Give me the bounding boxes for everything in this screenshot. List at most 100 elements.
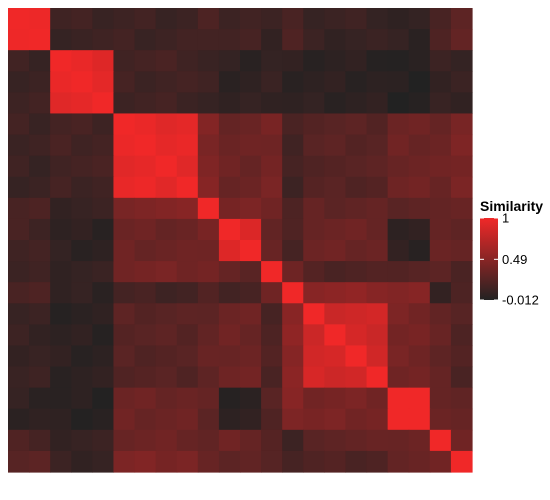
heatmap-cell — [450, 134, 473, 157]
heatmap-cell — [324, 303, 347, 325]
heatmap-cell — [282, 134, 304, 157]
heatmap-cell — [303, 113, 325, 136]
heatmap-cell — [303, 303, 325, 325]
heatmap-cell — [92, 387, 115, 410]
heatmap-cell — [218, 155, 241, 178]
heatmap-cell — [345, 71, 368, 93]
heatmap-cell — [408, 429, 431, 452]
heatmap-cell — [408, 71, 431, 93]
heatmap-cell — [429, 197, 452, 220]
heatmap-cell — [345, 50, 368, 72]
heatmap-cell — [261, 113, 283, 136]
heatmap-cell — [8, 345, 30, 368]
heatmap-cell — [155, 261, 178, 283]
heatmap-cell — [282, 240, 304, 262]
heatmap-cell — [176, 155, 199, 178]
heatmap-cell — [218, 8, 241, 30]
heatmap-cell — [366, 8, 389, 30]
heatmap-cell — [345, 197, 368, 220]
heatmap-cell — [240, 366, 262, 389]
heatmap-cell — [218, 113, 241, 136]
heatmap-cell — [450, 50, 473, 72]
heatmap-cell — [29, 345, 51, 368]
heatmap-cell — [387, 29, 410, 51]
heatmap-cell — [366, 218, 389, 241]
heatmap-cell — [261, 176, 283, 199]
heatmap-cell — [324, 408, 347, 431]
heatmap-cell — [197, 408, 220, 431]
heatmap-cell — [113, 261, 136, 283]
heatmap-cell — [29, 29, 51, 51]
heatmap-cell — [345, 92, 368, 115]
heatmap-cell — [240, 50, 262, 72]
heatmap-cell — [366, 450, 389, 473]
heatmap-cell — [450, 92, 473, 115]
heatmap-cell — [134, 29, 157, 51]
heatmap-cell — [176, 303, 199, 325]
heatmap-cell — [387, 450, 410, 473]
heatmap-cell — [408, 155, 431, 178]
heatmap-cell — [450, 155, 473, 178]
heatmap-cell — [155, 92, 178, 115]
heatmap-cell — [155, 218, 178, 241]
heatmap-cell — [155, 345, 178, 368]
heatmap-cell — [197, 50, 220, 72]
heatmap-cell — [303, 8, 325, 30]
heatmap-cell — [387, 366, 410, 389]
heatmap-cell — [29, 176, 51, 199]
heatmap-cell — [408, 113, 431, 136]
heatmap-cell — [134, 345, 157, 368]
heatmap-cell — [92, 8, 115, 30]
heatmap-cell — [8, 429, 30, 452]
heatmap-cell — [134, 429, 157, 452]
heatmap-cell — [8, 282, 30, 304]
heatmap-cell — [197, 240, 220, 262]
heatmap-cell — [345, 218, 368, 241]
heatmap-cell — [134, 92, 157, 115]
heatmap-cell — [176, 282, 199, 304]
heatmap-cell — [429, 366, 452, 389]
heatmap-cell — [429, 50, 452, 72]
heatmap-cell — [282, 387, 304, 410]
heatmap-cell — [324, 450, 347, 473]
heatmap-cell — [450, 113, 473, 136]
heatmap-cell — [134, 408, 157, 431]
heatmap-cell — [176, 176, 199, 199]
heatmap-cell — [366, 240, 389, 262]
heatmap-cell — [92, 50, 115, 72]
heatmap-cell — [366, 176, 389, 199]
heatmap-cell — [8, 50, 30, 72]
heatmap-cell — [387, 92, 410, 115]
heatmap-cell — [429, 155, 452, 178]
heatmap-cell — [92, 324, 115, 347]
heatmap-cell — [197, 155, 220, 178]
heatmap-cell — [176, 387, 199, 410]
heatmap-cell — [71, 92, 93, 115]
heatmap-cell — [8, 324, 30, 347]
heatmap-cell — [303, 408, 325, 431]
heatmap-cell — [450, 387, 473, 410]
heatmap-cell — [408, 261, 431, 283]
heatmap-cell — [240, 324, 262, 347]
heatmap-cell — [113, 92, 136, 115]
heatmap-cell — [324, 176, 347, 199]
heatmap-cell — [387, 197, 410, 220]
heatmap-cell — [387, 261, 410, 283]
heatmap-cell — [113, 366, 136, 389]
heatmap-cell — [155, 71, 178, 93]
heatmap-cell — [282, 92, 304, 115]
heatmap-cell — [324, 387, 347, 410]
heatmap-cell — [197, 197, 220, 220]
heatmap-cell — [92, 197, 115, 220]
heatmap-cell — [71, 366, 93, 389]
heatmap-cell — [345, 29, 368, 51]
heatmap-cell — [240, 408, 262, 431]
heatmap-cell — [261, 197, 283, 220]
heatmap-cell — [408, 387, 431, 410]
heatmap-cell — [71, 450, 93, 473]
heatmap-cell — [261, 218, 283, 241]
heatmap-cell — [29, 240, 51, 262]
heatmap-cell — [29, 282, 51, 304]
heatmap-cell — [134, 240, 157, 262]
heatmap-cell — [366, 50, 389, 72]
